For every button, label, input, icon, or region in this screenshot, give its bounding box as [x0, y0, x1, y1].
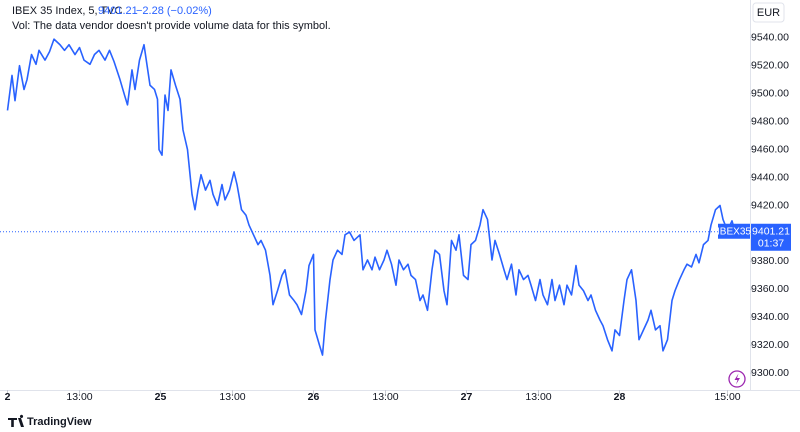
x-tick-label: 13:00 — [372, 391, 398, 403]
y-tick-label: 9500.00 — [751, 87, 789, 99]
x-tick-label: 27 — [461, 391, 473, 403]
price-line — [6, 38, 736, 356]
header-price: 9401.21 — [98, 5, 138, 17]
chart-title: IBEX 35 Index, 5, TVC — [12, 5, 123, 17]
events-bolt — [734, 373, 740, 385]
symbol-label-box — [718, 223, 750, 239]
x-tick-label: 28 — [614, 391, 626, 403]
header-change: −2.28 (−0.02%) — [136, 5, 212, 17]
x-tick-label: 26 — [308, 391, 320, 403]
y-tick-label: 9320.00 — [751, 339, 789, 351]
y-tick-label: 9360.00 — [751, 283, 789, 295]
y-tick-label: 9460.00 — [751, 143, 789, 155]
currency-label[interactable]: EUR — [757, 7, 780, 19]
y-tick-label: 9440.00 — [751, 171, 789, 183]
brand-logo — [8, 414, 24, 427]
y-tick-label: 9380.00 — [751, 255, 789, 267]
price-label-box — [751, 223, 791, 251]
y-tick-label: 9340.00 — [751, 311, 789, 323]
x-tick-label: 25 — [155, 391, 167, 403]
x-tick-label: 15:00 — [714, 391, 740, 403]
y-tick-label: 9520.00 — [751, 59, 789, 71]
y-tick-label: 9540.00 — [751, 32, 789, 44]
x-tick-label: 13:00 — [525, 391, 551, 403]
symbol-label: IBEX35 — [717, 226, 751, 237]
brand-name: TradingView — [27, 416, 92, 428]
currency-button[interactable] — [752, 2, 785, 23]
x-tick-label: 2 — [5, 391, 11, 403]
price-label: 9401.21 — [752, 226, 790, 238]
volume-note: Vol: The data vendor doesn't provide vol… — [12, 20, 331, 32]
y-tick-label: 9420.00 — [751, 199, 789, 211]
countdown-label: 01:37 — [758, 238, 784, 250]
y-tick-label: 9300.00 — [751, 367, 789, 379]
x-tick-label: 13:00 — [219, 391, 245, 403]
x-tick-label: 13:00 — [66, 391, 92, 403]
y-tick-label: 9480.00 — [751, 115, 789, 127]
